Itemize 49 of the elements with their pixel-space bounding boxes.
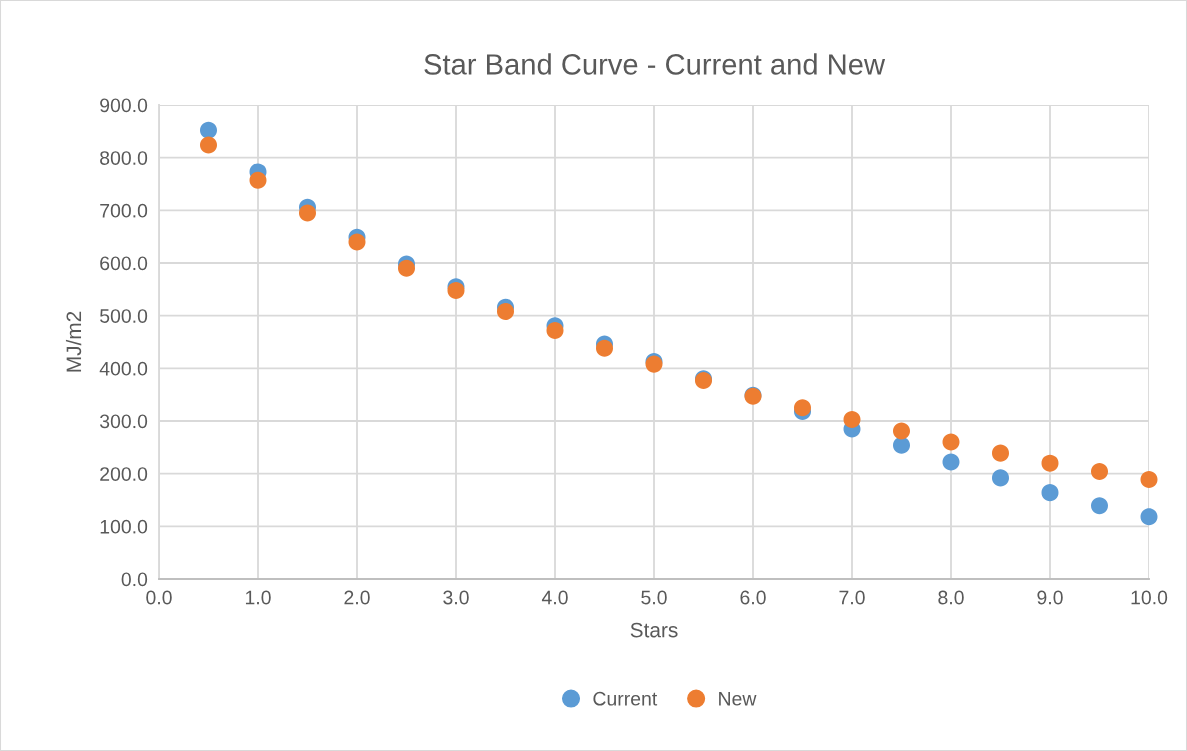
legend-label: Current xyxy=(593,691,658,706)
x-tick-label: 0.0 xyxy=(146,590,172,605)
point xyxy=(942,433,960,451)
point xyxy=(793,399,812,417)
point xyxy=(199,136,218,154)
point xyxy=(1041,454,1059,472)
point xyxy=(249,171,267,189)
y-axis-title: MJ/m2 xyxy=(65,311,82,372)
y-tick-label: 800.0 xyxy=(100,151,148,165)
point xyxy=(348,233,366,251)
point xyxy=(1090,497,1109,515)
chart-title: Star Band Curve - Current and New xyxy=(424,53,886,75)
x-tick-label: 5.0 xyxy=(641,590,667,605)
y-tick-label: 0.0 xyxy=(121,572,148,587)
x-tick-label: 10.0 xyxy=(1131,590,1168,605)
x-tick-label: 1.0 xyxy=(245,590,271,605)
point xyxy=(595,339,614,357)
y-tick-label: 600.0 xyxy=(100,256,148,271)
point xyxy=(1140,508,1158,526)
point xyxy=(397,259,416,277)
y-tick-label: 700.0 xyxy=(100,203,148,218)
point xyxy=(892,422,911,440)
y-tick-label: 400.0 xyxy=(99,361,148,376)
point xyxy=(942,453,960,471)
point xyxy=(1090,463,1109,481)
point xyxy=(1041,484,1059,502)
y-tick-label: 200.0 xyxy=(100,467,148,481)
x-tick-label: 8.0 xyxy=(938,590,964,605)
point xyxy=(199,121,218,139)
y-tick-label: 100.0 xyxy=(100,519,148,534)
x-tick-label: 2.0 xyxy=(344,590,370,605)
point xyxy=(496,302,515,320)
y-tick-label: 300.0 xyxy=(99,414,148,429)
point xyxy=(892,436,911,454)
x-tick-label: 6.0 xyxy=(740,590,766,605)
point xyxy=(546,321,564,339)
point xyxy=(298,204,317,222)
point xyxy=(843,410,861,428)
x-tick-label: 3.0 xyxy=(443,590,469,605)
x-tick-label: 7.0 xyxy=(839,590,865,605)
y-tick-label: 500.0 xyxy=(100,309,148,323)
x-tick-label: 9.0 xyxy=(1037,590,1063,605)
point xyxy=(991,444,1010,462)
x-tick-label: 4.0 xyxy=(541,590,568,605)
point xyxy=(991,469,1010,487)
y-tick-label: 900.0 xyxy=(100,98,148,113)
legend-label: New xyxy=(719,692,757,706)
x-axis-title: Stars xyxy=(630,622,678,638)
point xyxy=(1140,470,1158,488)
